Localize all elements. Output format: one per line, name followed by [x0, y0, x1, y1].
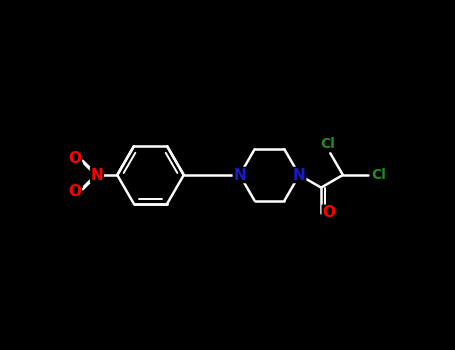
Text: O: O: [322, 205, 335, 220]
Text: Cl: Cl: [371, 168, 386, 182]
Text: O: O: [68, 184, 81, 198]
Text: N: N: [293, 168, 306, 182]
Text: N: N: [233, 168, 246, 182]
Text: O: O: [68, 152, 81, 166]
Text: Cl: Cl: [320, 138, 335, 152]
Text: N: N: [91, 168, 103, 182]
